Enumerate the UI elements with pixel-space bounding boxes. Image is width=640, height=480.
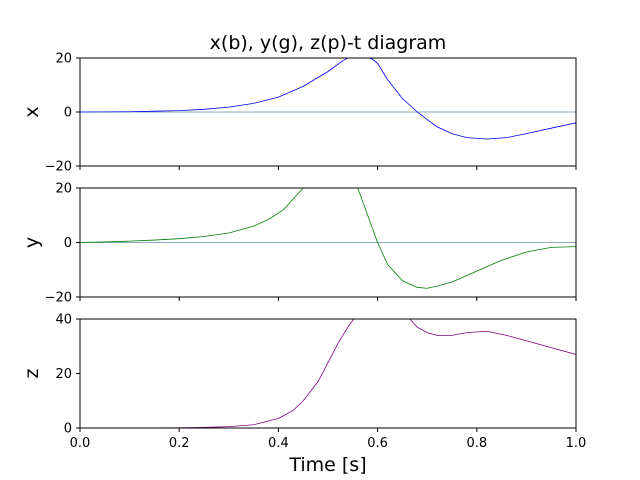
y-axis-label-x: x bbox=[21, 106, 43, 117]
x-tick-label: 0.0 bbox=[70, 436, 91, 451]
subplot-z: 40 20 0 z 0.0 0.2 0.4 0.6 0.8 1.0 bbox=[21, 313, 587, 452]
subplot-x: 20 0 −20 x bbox=[21, 52, 577, 175]
subplots-group: 20 0 −20 x 20 0 −20 y 40 20 0 z 0.0 0.2 0.4 0.6 0.8 1.0 bbox=[21, 52, 586, 452]
series-line-x bbox=[80, 58, 576, 140]
y-tick-label-x: 0 bbox=[64, 106, 72, 121]
x-tick-label: 0.8 bbox=[466, 436, 487, 451]
y-tick-label-z: 0 bbox=[64, 422, 72, 437]
y-tick-label-z: 20 bbox=[55, 367, 72, 382]
x-tick-label: 0.6 bbox=[367, 436, 388, 451]
subplot-y: 20 0 −20 y bbox=[21, 182, 577, 306]
y-axis-label-z: z bbox=[21, 368, 43, 378]
y-tick-label-y: 20 bbox=[55, 182, 72, 197]
y-tick-label-y: 0 bbox=[64, 236, 72, 251]
series-line-z bbox=[80, 319, 576, 428]
chart-title: x(b), y(g), z(p)-t diagram bbox=[210, 32, 447, 54]
x-tick-label: 1.0 bbox=[566, 436, 587, 451]
y-tick-label-x: −20 bbox=[45, 160, 72, 175]
x-tick-label: 0.2 bbox=[169, 436, 190, 451]
y-tick-label-z: 40 bbox=[55, 313, 72, 328]
y-axis-label-y: y bbox=[21, 237, 43, 248]
y-tick-label-x: 20 bbox=[55, 52, 72, 67]
series-line-y bbox=[80, 188, 576, 289]
x-tick-label: 0.4 bbox=[268, 436, 289, 451]
y-tick-label-y: −20 bbox=[45, 291, 72, 306]
x-axis-label: Time [s] bbox=[288, 454, 366, 476]
